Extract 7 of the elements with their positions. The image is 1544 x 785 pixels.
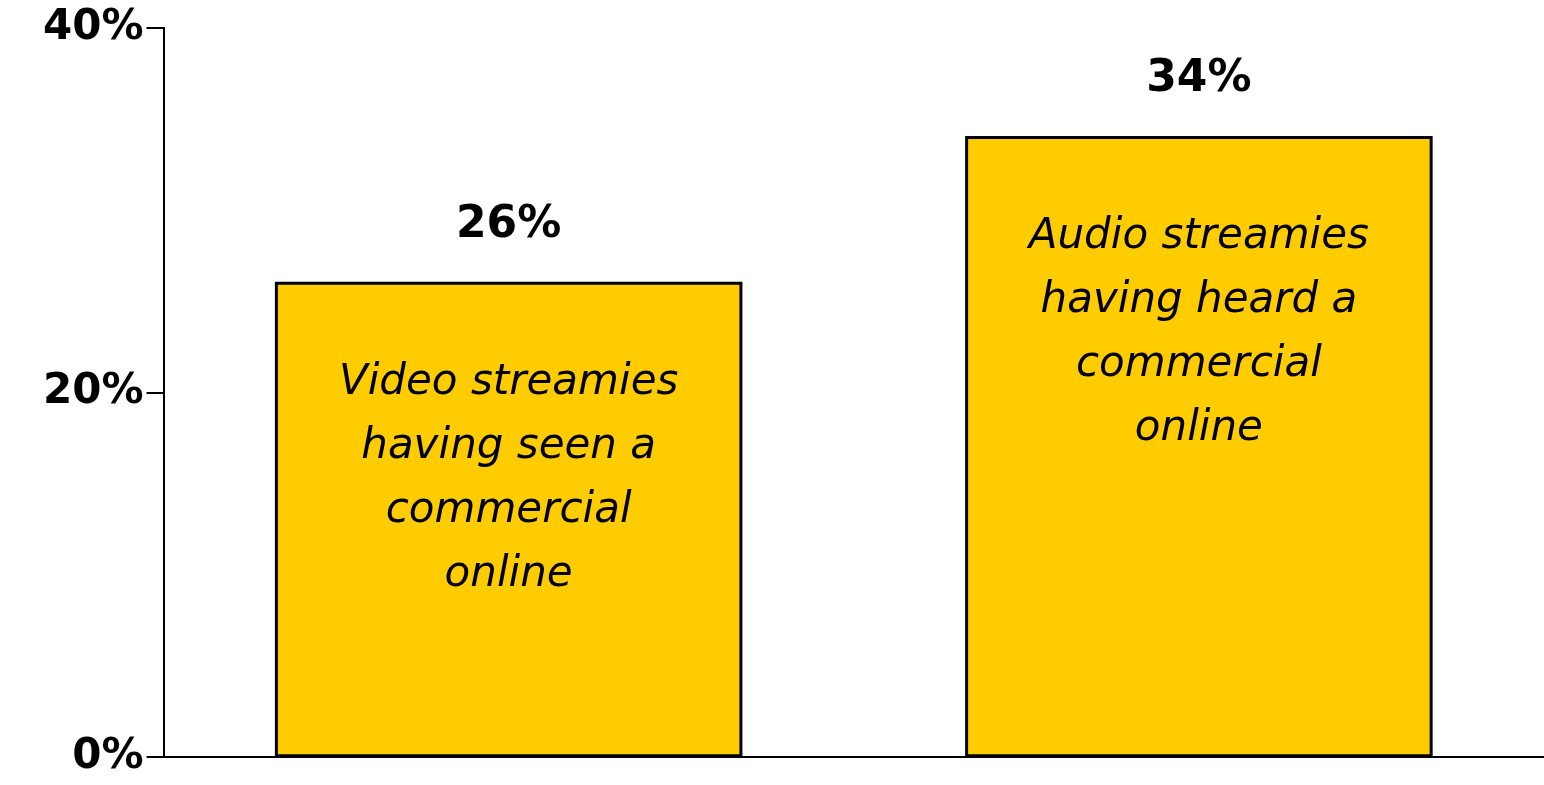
data-label: 26% xyxy=(455,195,562,247)
x-tick-label: Video streamies having seen a commercial online xyxy=(338,355,679,597)
x-tick-label: Audio streamies having heard a commercial online xyxy=(1025,209,1369,451)
y-tick-label: 0% xyxy=(72,728,144,778)
y-tick-label: 40% xyxy=(43,0,144,50)
data-label: 34% xyxy=(1146,49,1252,101)
y-tick-label: 20% xyxy=(43,364,144,414)
